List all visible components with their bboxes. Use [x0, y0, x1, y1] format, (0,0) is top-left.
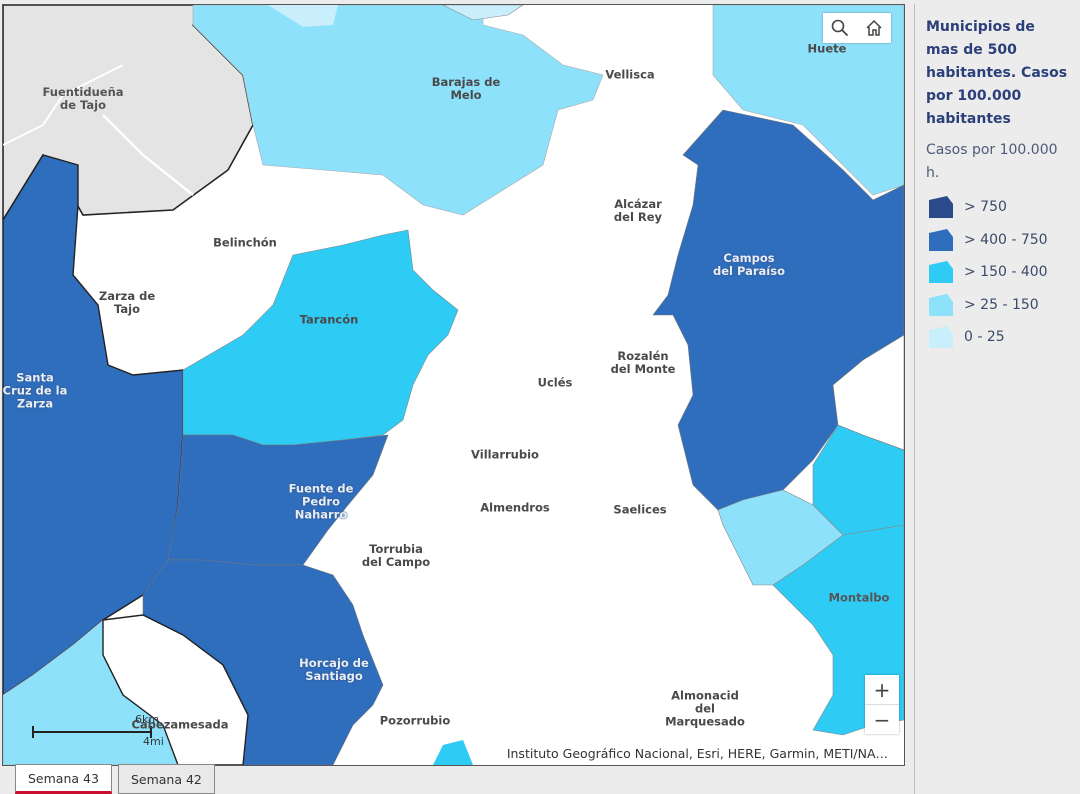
map-attribution[interactable]: Instituto Geográfico Nacional, Esri, HER…: [504, 746, 890, 761]
zoom-in-button[interactable]: +: [865, 675, 899, 705]
legend-swatch-icon: [929, 326, 953, 349]
legend-item: > 400 - 750: [929, 224, 1080, 257]
legend-swatch-icon: [929, 228, 953, 251]
region-saelices-east: [717, 489, 844, 586]
zoom-controls: + −: [865, 675, 899, 734]
home-button[interactable]: [857, 13, 891, 43]
legend-item: 0 - 25: [929, 321, 1080, 354]
place-label: Saelices: [613, 502, 667, 517]
place-label: Santa Cruz de la Zarza: [2, 370, 68, 411]
legend-subtitle: Casos por 100.000 h.: [926, 142, 1058, 181]
map-toolbar: [823, 13, 891, 43]
legend-label: > 400 - 750: [964, 231, 1048, 248]
place-label: Fuente de Pedro Naharro: [288, 481, 354, 522]
legend-label: > 25 - 150: [964, 296, 1039, 313]
legend-panel: Municipios de mas de 500 habitantes. Cas…: [914, 4, 1080, 794]
tab-semana-43[interactable]: Semana 43: [15, 764, 112, 794]
scale-km-label: 6km: [135, 713, 160, 726]
place-label: Montalbo: [828, 590, 890, 605]
place-label: Barajas de Melo: [431, 75, 501, 102]
legend-label: > 150 - 400: [964, 264, 1048, 281]
zoom-out-button[interactable]: −: [873, 707, 891, 732]
place-label: Zarza de Tajo: [98, 289, 156, 316]
legend-item: > 25 - 150: [929, 289, 1080, 322]
search-button[interactable]: [823, 13, 857, 43]
region-huete: [712, 5, 904, 196]
search-icon: [831, 19, 849, 37]
legend-label: > 750: [964, 199, 1007, 216]
legend-item: > 150 - 400: [929, 256, 1080, 289]
map-view[interactable]: Fuentidueña de Tajo Barajas de Melo Vellis…: [2, 4, 905, 766]
place-label: Rozalén del Monte: [610, 349, 676, 376]
place-label: Campos del Paraíso: [713, 251, 785, 278]
place-label: Belinchón: [213, 235, 277, 250]
legend-swatch-icon: [929, 261, 953, 284]
scale-mi-label: 4mi: [143, 735, 164, 748]
region-barajas-de-melo: [192, 5, 604, 216]
place-label: Huete: [807, 41, 847, 56]
legend-list: > 750 > 400 - 750 > 150 - 400 > 25 - 150…: [915, 191, 1080, 354]
legend-title: Municipios de mas de 500 habitantes. Cas…: [926, 19, 1068, 127]
place-label: Cabezamesada: [131, 717, 229, 732]
legend-item: > 750: [929, 191, 1080, 224]
choropleth-map[interactable]: [3, 5, 904, 765]
place-label: Alcázar del Rey: [613, 197, 663, 224]
place-label: Almendros: [480, 500, 550, 515]
place-label: Tarancón: [299, 312, 359, 327]
place-label: Vellisca: [605, 67, 655, 82]
place-label: Almonacid del Marquesado: [665, 688, 745, 729]
place-label: Horcajo de Santiago: [299, 656, 369, 683]
place-label: Pozorrubio: [379, 713, 451, 728]
place-label: Uclés: [537, 375, 573, 390]
tab-semana-42[interactable]: Semana 42: [117, 764, 215, 794]
home-icon: [866, 19, 882, 36]
week-tabs: Semana 43 Semana 42: [15, 764, 221, 794]
legend-swatch-icon: [929, 196, 953, 219]
legend-swatch-icon: [929, 293, 953, 316]
legend-label: 0 - 25: [964, 329, 1005, 346]
place-label: Villarrubio: [471, 447, 539, 462]
place-label: Torrubia del Campo: [361, 542, 431, 569]
place-label: Fuentidueña de Tajo: [42, 85, 124, 112]
